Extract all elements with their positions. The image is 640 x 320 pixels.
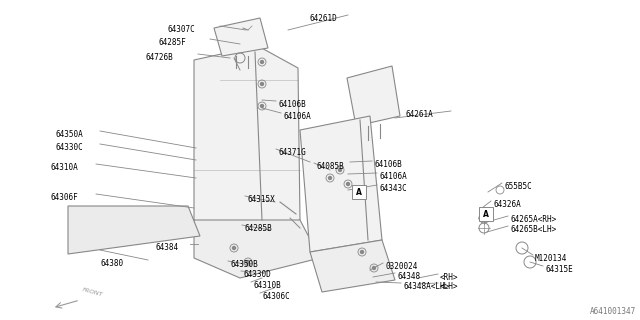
Text: 64384: 64384 (155, 243, 178, 252)
Text: 64261A: 64261A (405, 110, 433, 119)
Text: 0320024: 0320024 (385, 262, 417, 271)
Circle shape (360, 251, 364, 253)
Text: 64106A: 64106A (283, 112, 311, 121)
Text: <RH>: <RH> (440, 273, 458, 282)
Text: 64310A: 64310A (50, 163, 77, 172)
Text: 64350A: 64350A (55, 130, 83, 139)
Circle shape (232, 246, 236, 250)
Text: <LH>: <LH> (440, 282, 458, 291)
Bar (479, 207, 493, 221)
Text: 64106B: 64106B (278, 100, 306, 109)
Text: A641001347: A641001347 (589, 307, 636, 316)
Polygon shape (214, 18, 268, 56)
Circle shape (339, 169, 342, 172)
Text: 64343C: 64343C (379, 184, 407, 193)
Text: 64371G: 64371G (278, 148, 306, 157)
Text: A: A (483, 210, 489, 219)
Text: 64265A<RH>: 64265A<RH> (510, 215, 556, 224)
Circle shape (260, 83, 264, 85)
Text: 64326A: 64326A (493, 200, 521, 209)
Text: 64348: 64348 (397, 272, 420, 281)
Text: 64306C: 64306C (262, 292, 290, 301)
Text: 64310B: 64310B (253, 281, 281, 290)
Text: M120134: M120134 (535, 254, 568, 263)
Text: 64315E: 64315E (545, 265, 573, 274)
Circle shape (346, 182, 349, 186)
Text: 64307C: 64307C (167, 25, 195, 34)
Text: 64350B: 64350B (230, 260, 258, 269)
Polygon shape (347, 66, 400, 126)
Polygon shape (194, 46, 300, 236)
Polygon shape (194, 220, 320, 278)
Text: 655B5C: 655B5C (504, 182, 532, 191)
Text: 64085B: 64085B (316, 162, 344, 171)
Text: 64330D: 64330D (243, 270, 271, 279)
Text: 64380: 64380 (100, 259, 123, 268)
Text: 64306F: 64306F (50, 193, 77, 202)
Circle shape (328, 177, 332, 180)
Circle shape (372, 267, 376, 269)
Text: A: A (356, 188, 362, 196)
Text: 64726B: 64726B (145, 53, 173, 62)
Text: 64265B<LH>: 64265B<LH> (510, 225, 556, 234)
Bar (352, 185, 366, 199)
Circle shape (260, 60, 264, 63)
Text: FRONT: FRONT (82, 287, 104, 297)
Text: 64315X: 64315X (247, 195, 275, 204)
Text: 64330C: 64330C (55, 143, 83, 152)
Polygon shape (68, 206, 200, 254)
Text: 64106A: 64106A (379, 172, 407, 181)
Text: 64285F: 64285F (158, 38, 186, 47)
Text: 64261D: 64261D (309, 14, 337, 23)
Circle shape (486, 212, 490, 215)
Text: 64106B: 64106B (374, 160, 402, 169)
Text: 64348A<LH>: 64348A<LH> (403, 282, 449, 291)
Polygon shape (310, 240, 395, 292)
Circle shape (246, 260, 250, 263)
Text: 64285B: 64285B (244, 224, 272, 233)
Circle shape (260, 105, 264, 108)
Polygon shape (300, 116, 382, 252)
